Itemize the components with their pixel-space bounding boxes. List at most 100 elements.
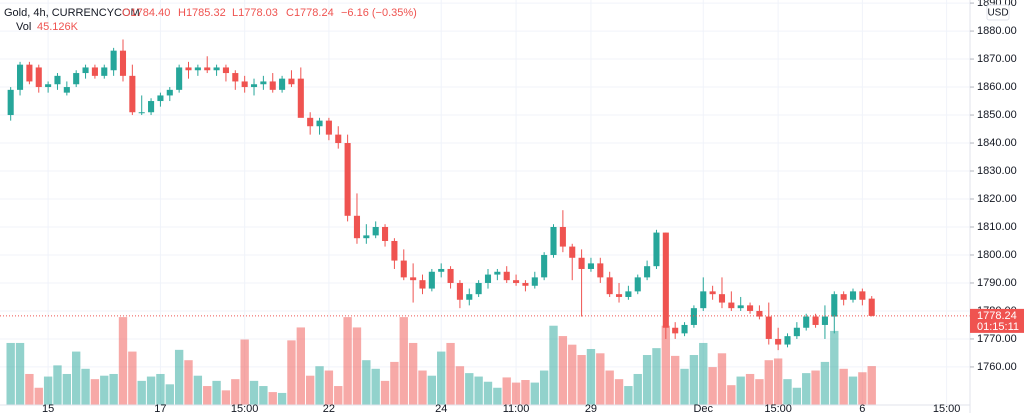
volume-bar: [586, 348, 596, 405]
volume-bar: [483, 381, 493, 405]
volume-bar: [811, 370, 820, 405]
volume-bar: [427, 375, 437, 405]
candle-body: [634, 277, 641, 292]
candle-body: [690, 308, 697, 325]
volume-bar: [568, 344, 577, 405]
candle-body: [662, 232, 669, 328]
volume-bar: [352, 327, 362, 405]
candle-body: [250, 84, 258, 88]
volume-bar: [437, 351, 446, 405]
y-tick-label: 1870.00: [977, 53, 1017, 65]
volume-bar: [203, 386, 212, 405]
candle-body: [391, 240, 398, 261]
volume-bar: [408, 342, 418, 405]
candle-body: [157, 95, 164, 102]
volume-bar: [362, 360, 371, 405]
volume-bar: [830, 330, 839, 405]
volume-bar: [380, 380, 390, 405]
candle-body: [166, 89, 173, 96]
candle-body: [138, 112, 145, 114]
y-tick-label: 1830.00: [977, 165, 1017, 177]
candle-body: [222, 67, 229, 74]
volume-bar: [277, 392, 287, 405]
candle-body: [531, 277, 538, 286]
axes: 1760.001770.001780.001790.001800.001810.…: [42, 0, 1017, 413]
candle-body: [410, 277, 417, 281]
y-tick-label: 1860.00: [977, 81, 1017, 93]
candle-body: [868, 298, 875, 316]
candle-body: [587, 263, 594, 269]
currency-box: [986, 4, 1010, 21]
volume-bar: [465, 373, 474, 405]
candle-body: [709, 291, 716, 295]
candle-body: [578, 257, 585, 269]
volume-bar: [371, 368, 380, 405]
volume-bar: [62, 373, 72, 405]
candle-body: [672, 327, 679, 334]
volume-bar: [783, 379, 792, 405]
volume-bar: [81, 368, 90, 405]
candle-body: [718, 294, 726, 303]
candle-body: [438, 268, 445, 272]
candle-body: [232, 73, 239, 82]
x-tick-label: 11:00: [503, 403, 530, 413]
candle-body: [129, 75, 136, 113]
candle-body: [110, 50, 117, 71]
candle-body: [101, 67, 108, 76]
y-tick-label: 1760.00: [977, 361, 1017, 373]
candle-body: [756, 310, 763, 317]
candle-body: [821, 316, 828, 325]
volume-bar: [287, 340, 296, 405]
volume-bar: [558, 336, 568, 405]
volume-bar: [90, 379, 100, 405]
volume-bar: [652, 348, 661, 405]
volume-bar: [792, 387, 802, 405]
candle-body: [325, 120, 332, 135]
candle-body: [307, 117, 314, 127]
volume-bar: [661, 325, 671, 405]
candle-body: [82, 67, 89, 74]
volume-bar: [549, 325, 558, 405]
volume-bar: [334, 386, 343, 405]
volume-bar: [343, 317, 352, 405]
candle-body: [447, 268, 454, 283]
candle-body: [615, 294, 623, 297]
y-tick-label: 1810.00: [977, 221, 1017, 233]
volume-bar: [15, 342, 25, 405]
x-tick-label: 15: [42, 403, 54, 413]
x-tick-label: 15:00: [764, 403, 792, 413]
volume-bar: [605, 370, 614, 405]
candle-body: [775, 338, 782, 345]
candle-body: [213, 67, 220, 71]
candle-body: [297, 78, 304, 118]
y-tick-label: 1770.00: [977, 333, 1017, 345]
volume-bar: [773, 358, 783, 405]
volume-bar: [259, 386, 268, 405]
candle-body: [513, 280, 520, 283]
volume-bar: [72, 351, 81, 405]
candle-body: [793, 327, 800, 337]
volume-bar: [577, 355, 586, 405]
candle-body: [335, 134, 342, 144]
candle-body: [765, 316, 772, 339]
candle-body: [569, 246, 576, 258]
volume-bar: [446, 342, 455, 405]
volume-bar: [511, 382, 521, 405]
y-tick-label: 1890.00: [977, 0, 1017, 9]
volume-bar: [43, 376, 53, 405]
x-tick-label: 24: [435, 403, 447, 413]
candle-body: [503, 271, 510, 281]
candle-body: [148, 101, 155, 113]
volume-bar: [699, 342, 708, 405]
x-tick-label: 15:00: [231, 403, 259, 413]
volume-bar: [146, 376, 156, 405]
candle-body: [840, 294, 847, 300]
volume-bar: [53, 365, 62, 405]
candle-body: [597, 263, 604, 278]
candle-body: [363, 235, 370, 239]
x-tick-label: 22: [323, 403, 335, 413]
candle-body: [747, 305, 754, 311]
ohlc-close: C1778.24: [286, 7, 334, 19]
candle-body: [176, 67, 183, 90]
candle-body: [241, 81, 248, 88]
